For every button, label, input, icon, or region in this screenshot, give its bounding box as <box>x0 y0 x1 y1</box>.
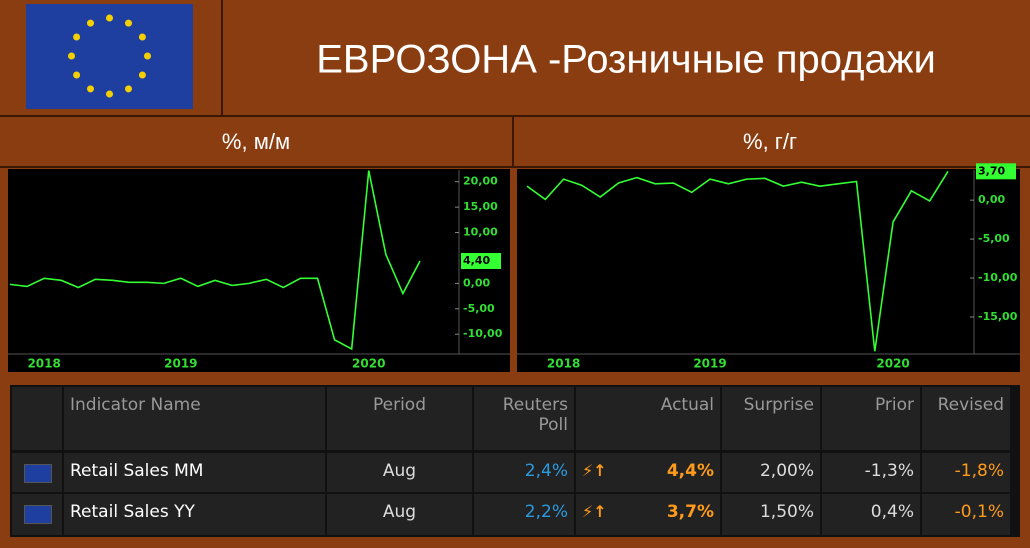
flag-star <box>73 33 81 41</box>
table-cell: 2,2% <box>474 494 574 535</box>
y-tick-label: 0,00 <box>978 193 1005 206</box>
column-header: Revised <box>922 387 1010 450</box>
table-cell: -1,8% <box>922 453 1010 492</box>
flag-cell <box>12 494 62 535</box>
y-tick-label: 0,00 <box>463 276 490 289</box>
x-tick-label: 2018 <box>27 357 60 371</box>
line <box>526 170 949 352</box>
flag-star <box>125 19 132 27</box>
y-tick-label: -10,00 <box>978 271 1018 284</box>
table-cell: Retail Sales MM <box>64 453 325 492</box>
x-tick-label: 2019 <box>164 357 197 371</box>
table-cell: 0,4% <box>822 494 920 535</box>
table-cell: -0,1% <box>922 494 1010 535</box>
flag-star <box>87 19 94 27</box>
x-tick-label: 2020 <box>352 357 385 371</box>
flag-star <box>125 85 132 93</box>
table-cell: Aug <box>327 494 472 535</box>
flag-star <box>144 52 151 60</box>
x-tick-label: 2020 <box>876 357 909 371</box>
flag-star <box>87 85 94 93</box>
column-header: Reuters Poll <box>474 387 574 450</box>
value-label-box <box>976 163 1016 180</box>
value-label: 4,40 <box>463 254 490 267</box>
flag-star <box>106 90 113 98</box>
table: Indicator Name Period Reuters Poll Actual Su… <box>10 385 1020 537</box>
flag-star <box>138 33 146 41</box>
line <box>9 170 421 351</box>
chart-subtitle: %, м/м <box>222 129 290 154</box>
page-title: ЕВРОЗОНА -Розничные продажи <box>316 38 936 82</box>
charts-area: ЕВРОЗОНА -Розничные продажи %, м/м 20,00 1… <box>0 0 1030 372</box>
flag-star <box>138 71 146 79</box>
column-header: Indicator Name <box>64 387 325 450</box>
y-tick-label: -5,00 <box>463 302 495 315</box>
column-header: Prior <box>822 387 920 450</box>
y-tick-label: 20,00 <box>463 175 498 188</box>
flag-icon <box>24 464 52 483</box>
y-tick-label: 10,00 <box>463 226 498 239</box>
header-cell <box>12 387 62 450</box>
plot-area <box>517 169 1020 372</box>
surprise-icon: ⚡↑ <box>582 502 607 521</box>
flag-star <box>106 14 113 22</box>
column-header: Surprise <box>722 387 820 450</box>
table-cell: 2,00% <box>722 453 820 492</box>
value-label-box <box>461 253 501 270</box>
y-tick-label: -15,00 <box>978 310 1018 323</box>
y-tick-label: 15,00 <box>463 200 498 213</box>
table-cell: Retail Sales YY <box>64 494 325 535</box>
table-cell: 4,4% ⚡↑ <box>576 453 720 492</box>
table-cell: 2,4% <box>474 453 574 492</box>
y-tick-label: -10,00 <box>463 327 503 340</box>
flag-icon <box>24 505 52 524</box>
table-cell: Aug <box>327 453 472 492</box>
table-cell: 1,50% <box>722 494 820 535</box>
chart-subtitle: %, г/г <box>743 129 797 154</box>
flag-star <box>73 71 81 79</box>
column-header: Period <box>327 387 472 450</box>
column-header: Actual <box>576 387 720 450</box>
table-cell: -1,3% <box>822 453 920 492</box>
flag-cell <box>12 453 62 492</box>
flag-star <box>68 52 75 60</box>
value-label: 3,70 <box>978 164 1005 177</box>
plot-area <box>8 169 510 372</box>
table-cell: 3,7% ⚡↑ <box>576 494 720 535</box>
y-tick-label: -5,00 <box>978 232 1010 245</box>
x-tick-label: 2019 <box>693 357 726 371</box>
x-tick-label: 2018 <box>547 357 580 371</box>
surprise-icon: ⚡↑ <box>582 461 607 480</box>
